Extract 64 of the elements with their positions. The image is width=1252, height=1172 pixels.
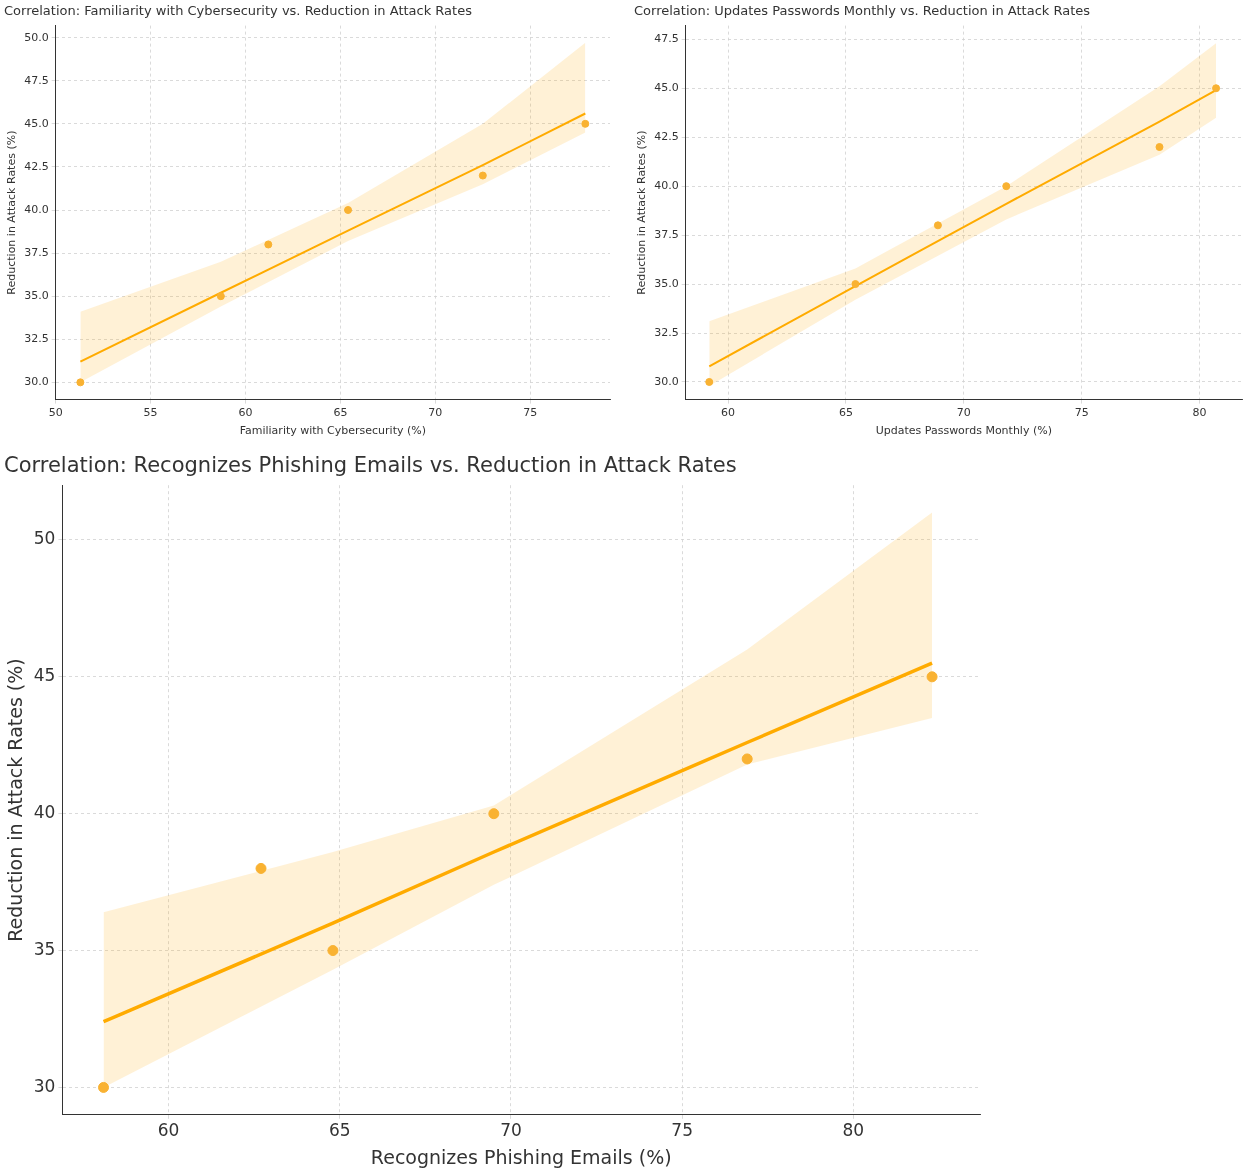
y-tick-label: 35 [33, 938, 56, 959]
point [76, 378, 85, 387]
x-axis-title: Familiarity with Cybersecurity (%) [239, 424, 427, 438]
chart-title: Correlation: Recognizes Phishing Emails vs. Reduction in Attack Rates [4, 453, 737, 478]
y-tick-label: 37.5 [654, 227, 679, 241]
x-tick-label: 75 [1074, 406, 1089, 420]
x-tick-label: 70 [500, 1120, 522, 1141]
point [327, 945, 339, 957]
y-tick-label: 45.0 [24, 116, 49, 130]
x-tick-label: 75 [523, 406, 538, 420]
point [851, 280, 860, 289]
y-tick-label: 40 [33, 802, 56, 823]
point [705, 377, 714, 386]
y-axis-title: Reduction in Attack Rates (%) [4, 658, 27, 942]
y-tick-label: 30 [33, 1075, 56, 1096]
point [488, 808, 500, 820]
point [98, 1081, 110, 1093]
point [581, 119, 590, 128]
y-tick-label: 37.5 [24, 245, 49, 259]
y-tick-label: 47.5 [654, 32, 679, 46]
point [264, 240, 273, 249]
point [926, 671, 938, 683]
y-tick-label: 42.5 [654, 130, 679, 144]
x-tick-label: 65 [838, 406, 853, 420]
point [741, 753, 753, 765]
y-tick-label: 30.0 [654, 374, 679, 388]
y-tick-label: 40.0 [24, 202, 49, 216]
y-tick-label: 47.5 [24, 73, 49, 87]
point [216, 292, 225, 301]
x-tick-label: 80 [1192, 406, 1207, 420]
point [344, 206, 353, 215]
x-tick-label: 60 [157, 1120, 180, 1141]
x-tick-label: 80 [842, 1120, 865, 1141]
y-tick-label: 50.0 [24, 30, 49, 44]
y-tick-label: 35.0 [24, 289, 49, 303]
y-tick-label: 32.5 [24, 332, 49, 346]
y-axis-title: Reduction in Attack Rates (%) [5, 130, 19, 295]
y-axis-title: Reduction in Attack Rates (%) [635, 130, 649, 295]
y-tick-label: 40.0 [654, 179, 679, 193]
x-axis-title: Updates Passwords Monthly (%) [875, 424, 1052, 438]
x-axis-title: Recognizes Phishing Emails (%) [370, 1145, 672, 1168]
x-tick-label: 60 [721, 406, 736, 420]
y-tick-label: 45.0 [654, 81, 679, 95]
y-tick-label: 50 [33, 528, 56, 549]
x-tick-label: 75 [671, 1120, 693, 1141]
chart-title: Correlation: Updates Passwords Monthly vs. Reduction in Attack Rates [634, 3, 1091, 19]
x-tick-label: 70 [956, 406, 971, 420]
point [1212, 84, 1221, 93]
x-tick-label: 65 [333, 406, 348, 420]
x-tick-label: 60 [238, 406, 253, 420]
x-tick-label: 65 [328, 1120, 351, 1141]
point [255, 862, 267, 874]
point [1155, 143, 1164, 151]
point [1002, 182, 1011, 191]
y-tick-label: 42.5 [24, 159, 49, 173]
chart-title: Correlation: Familiarity with Cybersecurity vs. Reduction in Attack Rates [4, 3, 473, 19]
point [478, 171, 487, 180]
y-tick-label: 35.0 [654, 276, 679, 290]
y-tick-label: 30.0 [24, 375, 49, 389]
x-tick-label: 55 [143, 406, 158, 420]
point [933, 221, 942, 230]
y-tick-label: 32.5 [654, 325, 679, 339]
x-tick-label: 70 [428, 406, 443, 420]
y-tick-label: 45 [33, 665, 56, 686]
